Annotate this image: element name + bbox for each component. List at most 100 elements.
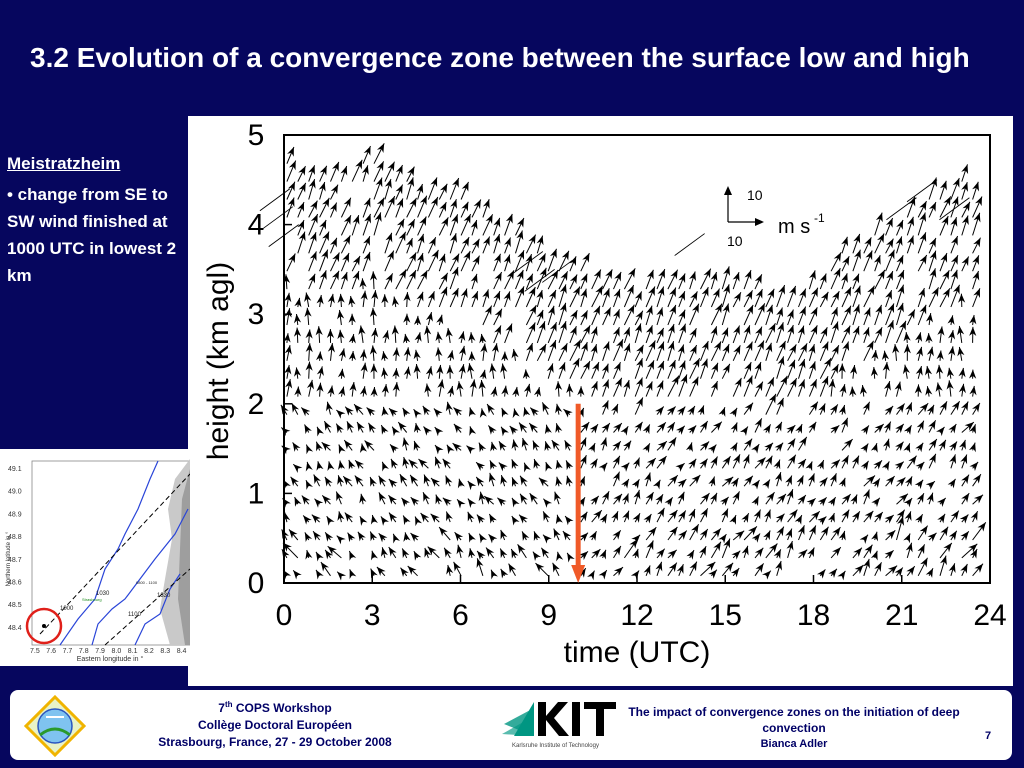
wind-arrow-head	[376, 530, 388, 543]
wind-arrow-head	[614, 270, 625, 282]
wind-arrow-head	[691, 522, 702, 534]
wind-arrow-head	[756, 339, 768, 351]
wind-arrow-head	[464, 478, 477, 491]
wind-arrow-head	[691, 302, 703, 314]
map-lon-tick: 7.8	[79, 648, 89, 655]
convergence-lines	[39, 473, 190, 646]
wind-arrow-head	[473, 557, 484, 568]
wind-arrow-head	[454, 497, 466, 509]
wind-arrow-head	[485, 212, 496, 224]
map-y-label: Northern latitude in °	[6, 531, 12, 586]
wind-arrow-head	[588, 441, 599, 453]
wind-arrow-head	[451, 251, 463, 264]
wind-arrow-head	[675, 460, 687, 472]
wind-arrow-head	[762, 568, 774, 580]
wind-arrow-head	[398, 230, 409, 242]
wind-arrow-head	[358, 442, 367, 454]
wind-arrow-head	[526, 491, 538, 503]
map-lon-tick: 8.1	[128, 648, 138, 655]
wind-arrow-head	[450, 560, 462, 572]
wind-arrow-head	[744, 436, 756, 449]
wind-arrow-head	[786, 540, 796, 551]
wind-arrow-head	[948, 439, 960, 451]
wind-arrow-head	[497, 567, 509, 579]
wind-arrow-head	[365, 421, 377, 433]
wind-arrow-head	[940, 524, 952, 537]
wind-arrow-head	[309, 231, 320, 242]
wind-arrow-head	[952, 176, 963, 188]
wind-arrow-head	[961, 254, 972, 267]
wind-arrow-head	[287, 145, 298, 157]
wind-arrow-head	[615, 337, 627, 349]
wind-arrow-head	[670, 268, 681, 280]
wind-arrow-head	[321, 475, 333, 487]
wind-arrow-head	[317, 559, 329, 572]
wind-arrow-head	[710, 379, 721, 391]
wind-arrow-head	[598, 460, 610, 473]
wind-arrow-head	[977, 520, 989, 532]
wind-arrow-head	[852, 324, 863, 336]
wind-arrow-head	[886, 269, 897, 281]
wind-arrow-head	[905, 401, 916, 413]
wind-arrow-head	[482, 288, 492, 300]
x-tick-label: 21	[885, 599, 918, 632]
wind-arrow-head	[579, 509, 591, 522]
wind-arrow-head	[536, 234, 547, 246]
wind-arrow-head	[517, 473, 528, 486]
wind-arrow-head	[321, 419, 332, 431]
wind-arrow-head	[525, 272, 537, 284]
map-lon-tick: 7.6	[46, 648, 56, 655]
wind-arrow-head	[603, 305, 614, 318]
wind-arrow-head	[671, 373, 682, 386]
wind-arrow-head	[348, 333, 358, 344]
wind-arrow-head	[363, 250, 374, 262]
wind-arrow-head	[387, 441, 399, 454]
wind-arrow-head	[302, 478, 313, 490]
wind-arrow-head	[643, 564, 654, 576]
wind-arrow-head	[918, 286, 928, 298]
wind-arrow-head	[895, 235, 906, 247]
wind-arrow-head	[461, 200, 472, 212]
wind-arrow-head	[612, 470, 623, 482]
wind-arrow-head	[605, 267, 616, 280]
wind-arrow-head	[473, 474, 485, 487]
map-label-1030: 1030	[96, 591, 110, 597]
wind-arrow-head	[645, 380, 656, 392]
wind-arrow-head	[323, 400, 333, 412]
wind-arrow-head	[896, 301, 907, 313]
wind-arrow-shaft-long	[259, 188, 291, 212]
wind-arrow-head	[657, 506, 668, 518]
wind-arrow-head	[841, 416, 851, 428]
wind-arrow-head	[751, 442, 763, 454]
wind-arrow-head	[820, 325, 831, 337]
wind-arrow-head	[948, 528, 960, 541]
wind-arrow-head	[542, 423, 552, 435]
wind-arrow-head	[311, 496, 324, 508]
wind-arrow-head	[652, 478, 664, 490]
wind-arrow-head	[755, 561, 767, 573]
wind-arrow-head	[439, 456, 452, 469]
wind-arrow-head	[871, 530, 881, 542]
wind-arrow-head	[451, 265, 462, 277]
wind-arrow-head	[972, 401, 983, 413]
wind-arrow-head	[494, 270, 505, 282]
wind-arrow-shaft-long	[524, 269, 555, 292]
wind-arrow-head	[516, 216, 528, 228]
wind-arrow-head	[407, 530, 420, 542]
wind-arrow-head	[646, 268, 657, 280]
wind-arrow-head	[288, 159, 300, 171]
wind-arrow-head	[431, 455, 442, 467]
wind-arrow-head	[280, 568, 292, 580]
wind-arrow-head	[290, 461, 303, 473]
wind-arrow-head	[722, 454, 734, 466]
wind-arrow-head	[436, 313, 446, 325]
wind-arrow-head	[808, 523, 820, 536]
wind-arrow-head	[386, 405, 399, 418]
wind-arrow-head	[345, 458, 356, 470]
wind-arrow-head	[805, 460, 816, 472]
wind-arrow-head	[623, 379, 633, 390]
wind-arrow-head	[940, 251, 951, 263]
wind-arrow-head	[729, 440, 741, 453]
wind-arrow-head	[474, 548, 486, 561]
